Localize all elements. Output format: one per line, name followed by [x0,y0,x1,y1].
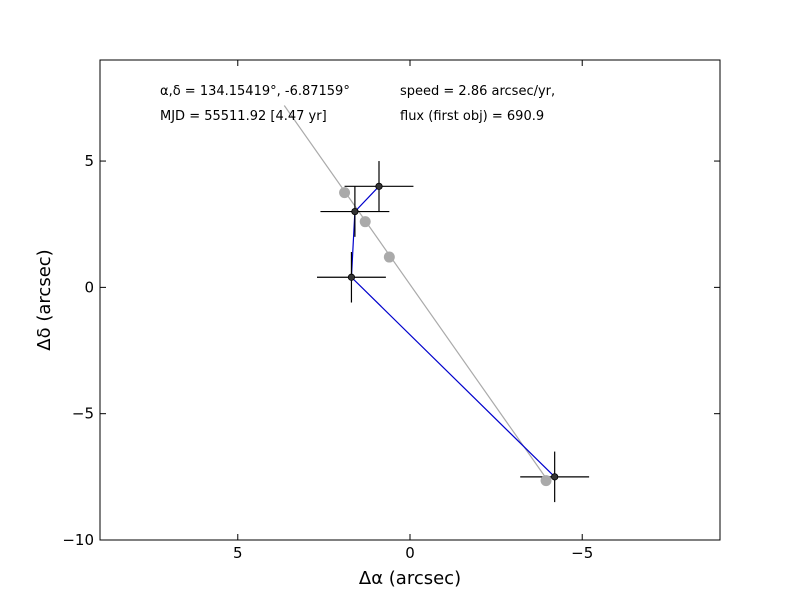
y-tick-label: −5 [72,405,94,423]
data-lines-layer [283,105,556,481]
y-axis-label: Δδ (arcsec) [34,249,55,350]
x-axis-label: Δα (arcsec) [359,568,461,589]
observation-point [351,207,359,216]
observation-path [350,185,556,478]
fit-line [283,105,549,481]
observation-point [375,182,383,190]
x-tick-label: 5 [233,544,243,562]
annotation-mjd: MJD = 55511.92 [4.47 yr] [160,109,327,124]
annotation-coords: α,δ = 134.15419°, -6.87159° [160,84,350,99]
ticks-layer: 5 0 −5 5 0 −5 −10 [62,60,720,562]
annotation-flux: flux (first obj) = 690.9 [400,109,544,124]
gray-point [540,475,552,487]
annotation-speed: speed = 2.86 arcsec/yr, [400,84,555,99]
x-tick-label: 0 [405,544,415,562]
x-tick-label: −5 [571,544,593,562]
data-points-layer [339,182,559,487]
y-tick-label: 0 [84,278,94,296]
gray-point [339,187,351,199]
observation-point [551,473,559,481]
gray-point [359,216,371,228]
gray-point [383,251,395,263]
y-tick-label: −10 [62,531,94,549]
y-tick-label: 5 [84,152,94,170]
observation-point [347,273,356,281]
